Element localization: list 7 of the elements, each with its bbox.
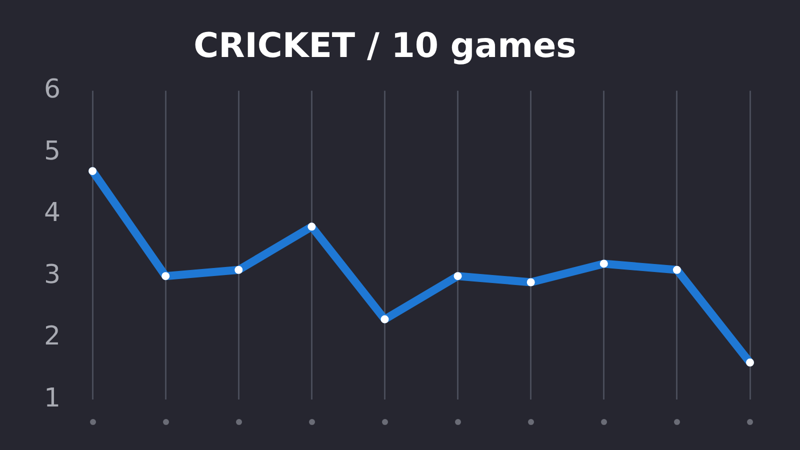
y-tick-label: 2: [44, 322, 61, 352]
y-tick-label: 4: [44, 198, 61, 228]
y-tick-label: 5: [44, 136, 61, 166]
y-tick-label: 3: [44, 260, 61, 290]
y-tick-label: 6: [44, 74, 61, 105]
chart-title: CRICKET / 10 games: [194, 26, 576, 66]
y-tick-label: 1: [44, 383, 61, 414]
